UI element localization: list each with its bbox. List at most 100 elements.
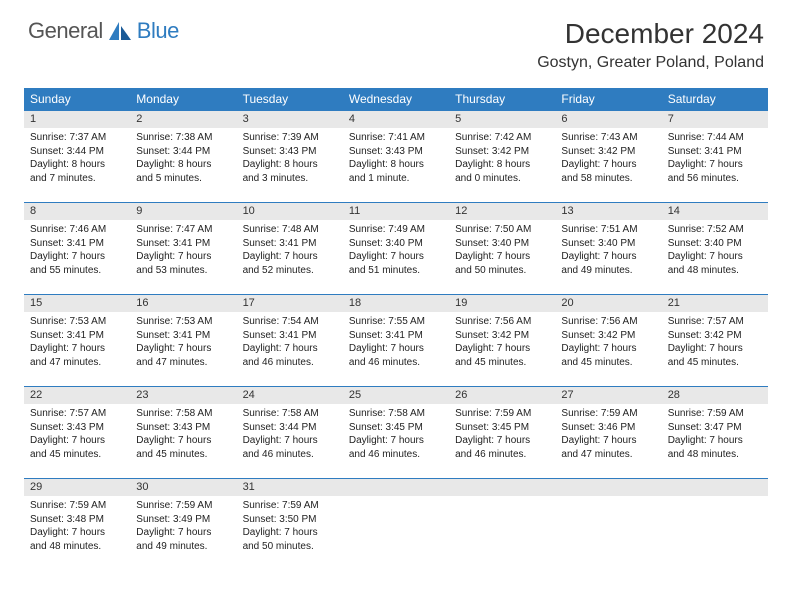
calendar-cell: 18Sunrise: 7:55 AMSunset: 3:41 PMDayligh… (343, 294, 449, 386)
daylight-line: Daylight: 7 hours (243, 434, 337, 448)
day-details: Sunrise: 7:59 AMSunset: 3:47 PMDaylight:… (662, 404, 768, 463)
sunset-line: Sunset: 3:41 PM (136, 329, 230, 343)
daylight-line: and 53 minutes. (136, 264, 230, 278)
sunset-line: Sunset: 3:43 PM (30, 421, 124, 435)
sunset-line: Sunset: 3:41 PM (349, 329, 443, 343)
weekday-header: Sunday (24, 88, 130, 110)
daylight-line: Daylight: 7 hours (455, 434, 549, 448)
calendar-cell: 16Sunrise: 7:53 AMSunset: 3:41 PMDayligh… (130, 294, 236, 386)
day-number: 31 (237, 478, 343, 496)
sunset-line: Sunset: 3:46 PM (561, 421, 655, 435)
sunset-line: Sunset: 3:44 PM (136, 145, 230, 159)
sunset-line: Sunset: 3:42 PM (561, 329, 655, 343)
calendar-cell: 10Sunrise: 7:48 AMSunset: 3:41 PMDayligh… (237, 202, 343, 294)
daylight-line: and 48 minutes. (668, 448, 762, 462)
calendar-cell: 31Sunrise: 7:59 AMSunset: 3:50 PMDayligh… (237, 478, 343, 570)
calendar-cell: 9Sunrise: 7:47 AMSunset: 3:41 PMDaylight… (130, 202, 236, 294)
sunset-line: Sunset: 3:43 PM (243, 145, 337, 159)
day-number: 17 (237, 294, 343, 312)
sunset-line: Sunset: 3:47 PM (668, 421, 762, 435)
day-details: Sunrise: 7:53 AMSunset: 3:41 PMDaylight:… (24, 312, 130, 371)
calendar-table: Sunday Monday Tuesday Wednesday Thursday… (24, 88, 768, 570)
day-details: Sunrise: 7:58 AMSunset: 3:44 PMDaylight:… (237, 404, 343, 463)
sail-icon (107, 20, 133, 42)
day-number: 1 (24, 110, 130, 128)
daylight-line: Daylight: 8 hours (243, 158, 337, 172)
daylight-line: Daylight: 7 hours (30, 342, 124, 356)
calendar-cell: 23Sunrise: 7:58 AMSunset: 3:43 PMDayligh… (130, 386, 236, 478)
calendar-cell: 28Sunrise: 7:59 AMSunset: 3:47 PMDayligh… (662, 386, 768, 478)
daylight-line: and 5 minutes. (136, 172, 230, 186)
day-number: 15 (24, 294, 130, 312)
day-number (662, 478, 768, 496)
daylight-line: Daylight: 8 hours (349, 158, 443, 172)
weekday-header: Wednesday (343, 88, 449, 110)
calendar-cell: 17Sunrise: 7:54 AMSunset: 3:41 PMDayligh… (237, 294, 343, 386)
daylight-line: Daylight: 7 hours (349, 342, 443, 356)
day-details: Sunrise: 7:59 AMSunset: 3:49 PMDaylight:… (130, 496, 236, 555)
day-details: Sunrise: 7:37 AMSunset: 3:44 PMDaylight:… (24, 128, 130, 187)
day-details (662, 496, 768, 501)
daylight-line: Daylight: 8 hours (455, 158, 549, 172)
day-details: Sunrise: 7:58 AMSunset: 3:43 PMDaylight:… (130, 404, 236, 463)
calendar-cell: 1Sunrise: 7:37 AMSunset: 3:44 PMDaylight… (24, 110, 130, 202)
sunrise-line: Sunrise: 7:44 AM (668, 131, 762, 145)
calendar-cell: 25Sunrise: 7:58 AMSunset: 3:45 PMDayligh… (343, 386, 449, 478)
daylight-line: Daylight: 7 hours (30, 526, 124, 540)
day-number: 4 (343, 110, 449, 128)
calendar-body: 1Sunrise: 7:37 AMSunset: 3:44 PMDaylight… (24, 110, 768, 570)
daylight-line: and 45 minutes. (136, 448, 230, 462)
day-details: Sunrise: 7:38 AMSunset: 3:44 PMDaylight:… (130, 128, 236, 187)
sunrise-line: Sunrise: 7:42 AM (455, 131, 549, 145)
sunset-line: Sunset: 3:41 PM (136, 237, 230, 251)
sunset-line: Sunset: 3:41 PM (243, 329, 337, 343)
calendar-cell: 2Sunrise: 7:38 AMSunset: 3:44 PMDaylight… (130, 110, 236, 202)
day-number: 6 (555, 110, 661, 128)
daylight-line: and 46 minutes. (349, 356, 443, 370)
sunrise-line: Sunrise: 7:54 AM (243, 315, 337, 329)
daylight-line: Daylight: 7 hours (561, 434, 655, 448)
daylight-line: Daylight: 7 hours (243, 250, 337, 264)
sunrise-line: Sunrise: 7:49 AM (349, 223, 443, 237)
daylight-line: and 58 minutes. (561, 172, 655, 186)
daylight-line: Daylight: 7 hours (243, 526, 337, 540)
daylight-line: Daylight: 7 hours (455, 250, 549, 264)
day-number: 16 (130, 294, 236, 312)
month-title: December 2024 (537, 18, 764, 50)
sunset-line: Sunset: 3:41 PM (30, 237, 124, 251)
daylight-line: and 46 minutes. (455, 448, 549, 462)
sunset-line: Sunset: 3:41 PM (668, 145, 762, 159)
day-number: 9 (130, 202, 236, 220)
calendar-row: 22Sunrise: 7:57 AMSunset: 3:43 PMDayligh… (24, 386, 768, 478)
daylight-line: Daylight: 7 hours (349, 250, 443, 264)
daylight-line: Daylight: 7 hours (30, 250, 124, 264)
title-block: December 2024 Gostyn, Greater Poland, Po… (537, 18, 764, 72)
day-details: Sunrise: 7:53 AMSunset: 3:41 PMDaylight:… (130, 312, 236, 371)
day-details: Sunrise: 7:50 AMSunset: 3:40 PMDaylight:… (449, 220, 555, 279)
sunrise-line: Sunrise: 7:58 AM (349, 407, 443, 421)
sunrise-line: Sunrise: 7:51 AM (561, 223, 655, 237)
sunrise-line: Sunrise: 7:59 AM (30, 499, 124, 513)
daylight-line: Daylight: 7 hours (561, 342, 655, 356)
day-details: Sunrise: 7:56 AMSunset: 3:42 PMDaylight:… (449, 312, 555, 371)
day-number: 28 (662, 386, 768, 404)
day-number: 14 (662, 202, 768, 220)
calendar-cell (343, 478, 449, 570)
calendar-cell: 3Sunrise: 7:39 AMSunset: 3:43 PMDaylight… (237, 110, 343, 202)
daylight-line: Daylight: 7 hours (668, 342, 762, 356)
sunset-line: Sunset: 3:40 PM (668, 237, 762, 251)
calendar-cell: 29Sunrise: 7:59 AMSunset: 3:48 PMDayligh… (24, 478, 130, 570)
day-number: 21 (662, 294, 768, 312)
day-details: Sunrise: 7:42 AMSunset: 3:42 PMDaylight:… (449, 128, 555, 187)
daylight-line: and 48 minutes. (30, 540, 124, 554)
sunrise-line: Sunrise: 7:55 AM (349, 315, 443, 329)
location-text: Gostyn, Greater Poland, Poland (537, 54, 764, 72)
daylight-line: and 46 minutes. (243, 448, 337, 462)
sunrise-line: Sunrise: 7:58 AM (136, 407, 230, 421)
day-number: 5 (449, 110, 555, 128)
daylight-line: and 45 minutes. (561, 356, 655, 370)
day-details: Sunrise: 7:57 AMSunset: 3:42 PMDaylight:… (662, 312, 768, 371)
daylight-line: and 56 minutes. (668, 172, 762, 186)
day-details (449, 496, 555, 501)
calendar-cell: 11Sunrise: 7:49 AMSunset: 3:40 PMDayligh… (343, 202, 449, 294)
